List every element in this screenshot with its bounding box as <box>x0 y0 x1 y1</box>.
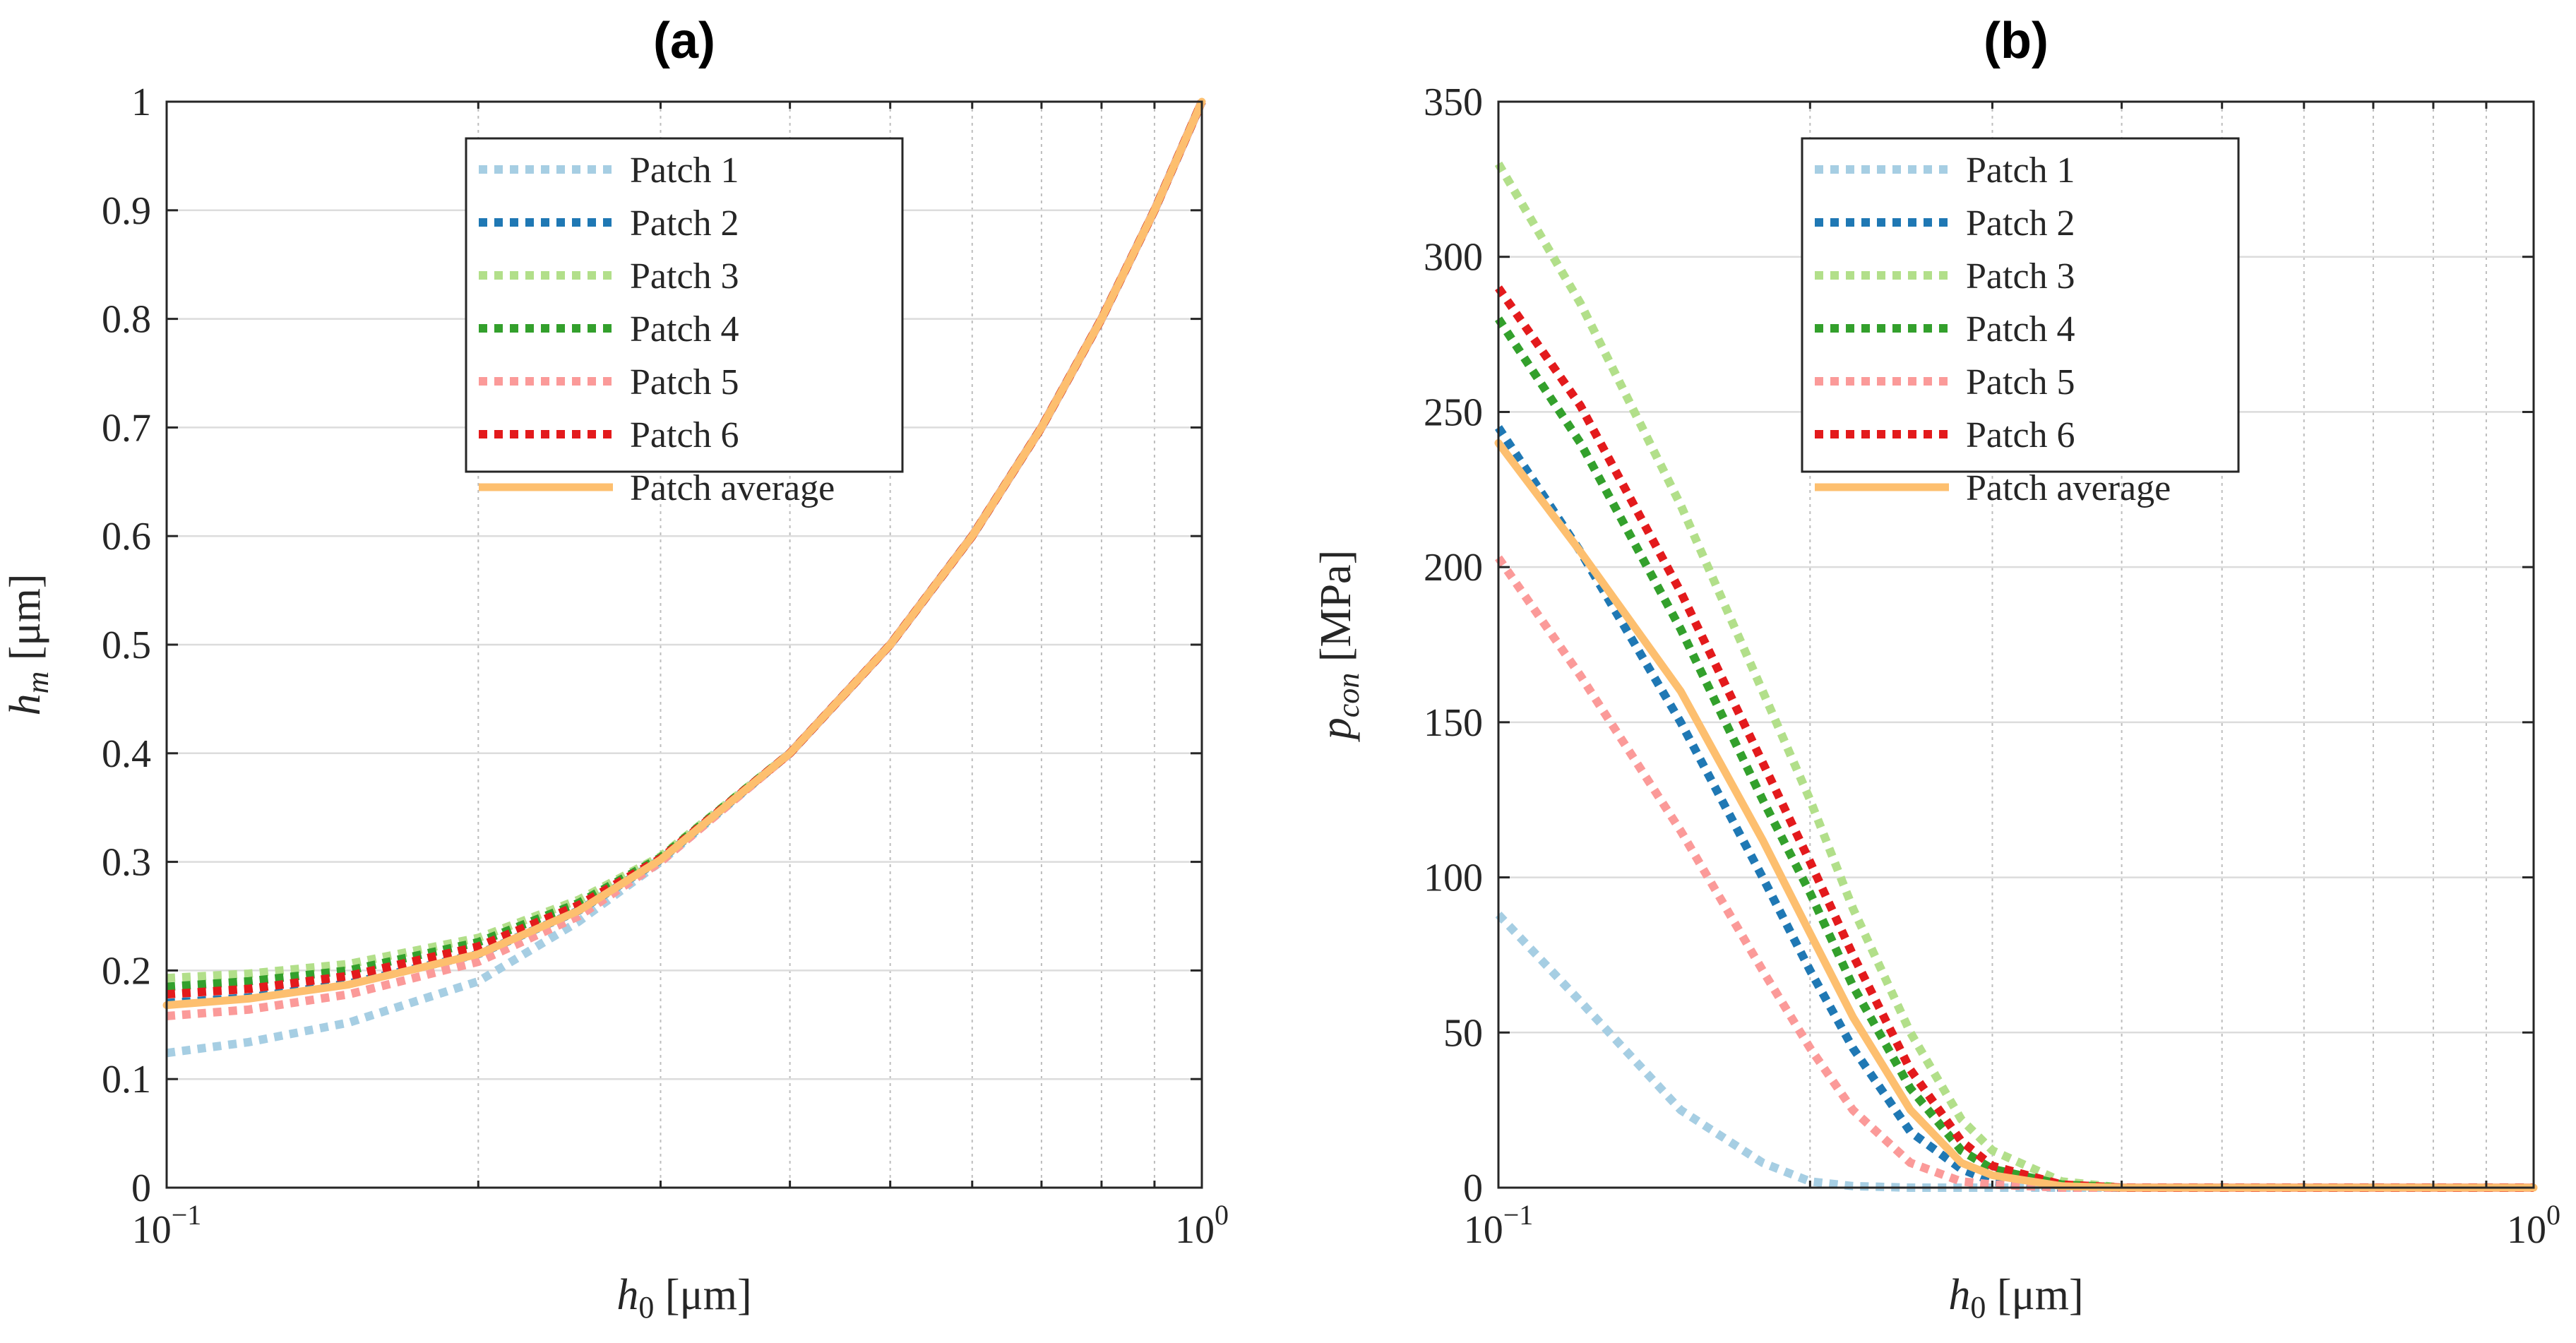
legend-label-patch-6: Patch 6 <box>1966 415 2075 455</box>
x-axis-label: h0 [μm] <box>1948 1271 2083 1325</box>
legend-label-patch-4: Patch 4 <box>630 309 739 350</box>
y-tick-label: 250 <box>1424 390 1483 434</box>
legend-label-patch-average: Patch average <box>1966 468 2171 508</box>
y-tick-label: 200 <box>1424 546 1483 590</box>
y-tick-label: 0.3 <box>102 841 151 885</box>
y-tick-label: 0.8 <box>102 298 151 342</box>
legend-label-patch-3: Patch 3 <box>630 256 739 297</box>
legend-box <box>1801 137 2240 473</box>
x-tick-label: 100 <box>2507 1199 2560 1252</box>
y-axis-label: pcon [MPa] <box>1312 550 1366 742</box>
y-tick-label: 1 <box>131 80 151 124</box>
plot-area-frame <box>1497 100 2535 1189</box>
y-tick-label: 350 <box>1424 80 1483 124</box>
legend-label-patch-3: Patch 3 <box>1966 256 2075 297</box>
y-tick-label: 0.4 <box>102 732 151 776</box>
legend-label-patch-5: Patch 5 <box>1966 362 2075 402</box>
y-tick-label: 50 <box>1443 1011 1483 1055</box>
legend-box <box>465 137 904 473</box>
x-tick-label: 10−1 <box>1464 1199 1534 1252</box>
legend-label-patch-5: Patch 5 <box>630 362 739 402</box>
legend-label-patch-2: Patch 2 <box>1966 203 2075 244</box>
x-tick-label: 10−1 <box>132 1199 202 1252</box>
y-tick-label: 300 <box>1424 236 1483 280</box>
y-tick-label: 0 <box>1463 1166 1483 1210</box>
legend-label-patch-1: Patch 1 <box>630 150 739 191</box>
legend-label-patch-6: Patch 6 <box>630 415 739 455</box>
x-axis-label: h0 [μm] <box>616 1271 751 1325</box>
x-tick-label: 100 <box>1175 1199 1229 1252</box>
legend-label-patch-average: Patch average <box>630 468 835 508</box>
y-tick-label: 0.1 <box>102 1058 151 1102</box>
y-tick-label: 0.6 <box>102 515 151 559</box>
series-group <box>162 97 1206 1058</box>
y-tick-label: 0.5 <box>102 623 151 667</box>
legend-label-patch-1: Patch 1 <box>1966 150 2075 191</box>
y-tick-label: 150 <box>1424 701 1483 745</box>
legend-label-patch-4: Patch 4 <box>1966 309 2075 350</box>
y-tick-label: 0 <box>131 1166 151 1210</box>
legend: Patch 1 Patch 2 Patch 3 Patch 4 Patch 5 Patch… <box>1801 137 2240 508</box>
panel-title: (a) <box>653 13 715 69</box>
legend: Patch 1 Patch 2 Patch 3 Patch 4 Patch 5 Patch… <box>465 137 904 508</box>
y-tick-label: 0.7 <box>102 406 151 450</box>
series-line-patch-average <box>162 97 1206 1010</box>
y-axis-label: hm [μm] <box>1 573 55 715</box>
legend-label-patch-2: Patch 2 <box>630 203 739 244</box>
panel-a: (a) 0 0.1 0.2 0.3 0.4 0.5 0.6 0.7 0.8 0.9 1 10−1 100 h… <box>1 13 1229 1325</box>
y-tick-label: 0.2 <box>102 949 151 993</box>
y-tick-label: 100 <box>1424 856 1483 900</box>
panel-b: (b) 0 50 100 150 200 250 300 350 10−1 100 h0 [μm] pc… <box>1312 13 2560 1325</box>
panel-title: (b) <box>1984 13 2049 69</box>
ticks: 0 50 100 150 200 250 300 350 10−1 100 <box>1424 80 2560 1252</box>
y-tick-label: 0.9 <box>102 189 151 233</box>
series-line-patch-1 <box>1495 912 2534 1192</box>
ticks: 0 0.1 0.2 0.3 0.4 0.5 0.6 0.7 0.8 0.9 1 10−1 100 <box>102 80 1229 1252</box>
